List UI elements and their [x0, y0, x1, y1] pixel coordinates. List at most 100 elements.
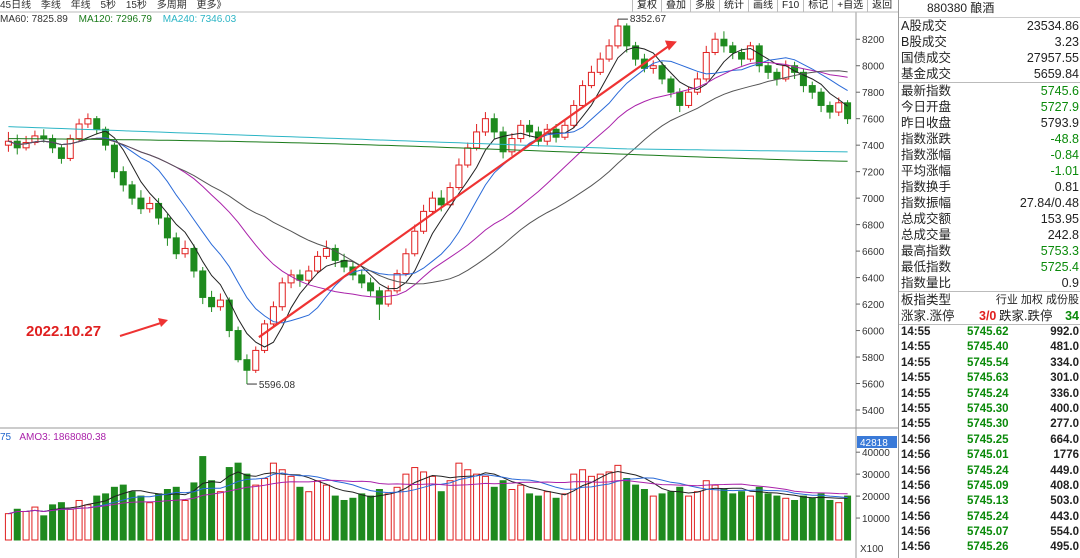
multi-stock-button[interactable]: 多股 [690, 0, 719, 12]
candle-body [358, 274, 366, 284]
stats-button[interactable]: 统计 [719, 0, 748, 12]
index-row-label: 最高指数 [901, 244, 952, 258]
trend-arrow-line [258, 43, 672, 339]
candle-body [402, 253, 410, 275]
candle-body [437, 197, 445, 206]
stat-row: B股成交 3.23 [899, 34, 1080, 50]
vol-ma-label: 75 [0, 432, 12, 443]
volume-bar [31, 506, 39, 541]
stat-row-label: 基金成交 [901, 67, 952, 81]
candle-body [473, 131, 481, 149]
period-tabs: 45日线 季线 年线 5秒 15秒 多周期 更多》 [0, 0, 898, 12]
tick-time: 14:56 [901, 495, 931, 508]
volume-bar [146, 502, 154, 541]
volume-bar [596, 473, 604, 541]
tab-quarter[interactable]: 季线 [40, 0, 61, 11]
volume-bar [216, 491, 224, 541]
candle-body [411, 230, 419, 255]
draw-line-button[interactable]: 画线 [748, 0, 777, 12]
candle-body [517, 124, 525, 140]
candle-body [693, 78, 701, 93]
volume-bar [384, 493, 392, 541]
index-row-label: 指数涨跌 [901, 132, 952, 146]
volume-bar [791, 499, 799, 541]
tick-time: 14:56 [901, 510, 931, 523]
tick-row: 14:55 5745.40 481.0 [899, 340, 1080, 355]
index-row-label: 平均涨幅 [901, 164, 952, 178]
tick-volume: 277.0 [1050, 418, 1079, 431]
index-row-value: -48.8 [1050, 132, 1080, 146]
volume-bar [579, 469, 587, 541]
tab-year[interactable]: 年线 [70, 0, 91, 11]
index-row: 总成交额 153.95 [899, 211, 1080, 227]
low-label: 5596.08 [259, 380, 296, 391]
restore-rights-button[interactable]: 复权 [632, 0, 661, 12]
tick-time: 14:56 [901, 526, 931, 539]
volume-bar [561, 493, 569, 541]
kline-chart[interactable]: 8200 8000 7800 7600 7400 7200 7000 6800 6600 6400… [0, 0, 898, 558]
volume-bar [693, 491, 701, 541]
candle-body [243, 359, 251, 371]
overlay-button[interactable]: 叠加 [661, 0, 690, 12]
tick-time: 14:56 [901, 541, 931, 554]
candle-body [296, 274, 304, 281]
price-tick-label: 5600 [862, 380, 885, 391]
date-arrow-line [119, 321, 165, 337]
index-row-label: 最新指数 [901, 84, 952, 98]
volume-bar [208, 480, 216, 541]
candle-body [314, 255, 322, 272]
volume-bar [314, 480, 322, 541]
stat-row-label: 国债成交 [901, 51, 952, 65]
tick-row: 14:56 5745.09 408.0 [899, 479, 1080, 494]
volume-bar [782, 497, 790, 541]
tab-multi-period[interactable]: 多周期 [156, 0, 187, 11]
index-row-label: 指数涨幅 [901, 148, 952, 162]
stat-row-label: A股成交 [901, 19, 947, 33]
volume-bar [437, 491, 445, 541]
index-row-value: 5725.4 [1040, 260, 1079, 274]
tick-price: 5745.40 [967, 341, 1009, 354]
price-tick-label: 8000 [862, 62, 885, 73]
volume-bar [428, 475, 436, 541]
index-row: 指数振幅 27.84/0.48 [899, 195, 1080, 211]
tick-price: 5745.30 [967, 402, 1009, 415]
tab-more[interactable]: 更多》 [196, 0, 227, 11]
index-row-value: 5745.6 [1040, 84, 1079, 98]
ma240-line [8, 126, 848, 153]
vol-ma20-line [8, 479, 848, 515]
volume-bar [305, 491, 313, 541]
tick-volume: 443.0 [1050, 510, 1079, 523]
volume-bar [102, 493, 110, 541]
volume-bar [57, 502, 65, 541]
volume-bar [764, 493, 772, 541]
volume-bar [587, 475, 595, 541]
tick-time: 14:55 [901, 418, 931, 431]
tick-time: 14:56 [901, 433, 931, 446]
candle-body [216, 299, 224, 308]
tick-volume: 554.0 [1050, 526, 1079, 539]
f10-button[interactable]: F10 [777, 0, 803, 12]
volume-bar [844, 495, 852, 541]
tab-15s[interactable]: 15秒 [125, 0, 147, 11]
price-tick-label: 6800 [862, 221, 885, 232]
candle-body [729, 45, 737, 53]
vol-axis-unit: X100 [860, 544, 884, 555]
back-button[interactable]: 返回 [867, 0, 896, 12]
volume-bar [172, 486, 180, 541]
ma60-line [8, 70, 848, 285]
price-tick-label: 7400 [862, 141, 885, 152]
vol-tick-label: 30000 [862, 470, 890, 481]
mark-button[interactable]: 标记 [803, 0, 832, 12]
candle-body [331, 247, 339, 261]
volume-bar [464, 469, 472, 541]
tab-5s[interactable]: 5秒 [100, 0, 117, 11]
price-tick-label: 8200 [862, 35, 885, 46]
ma240-label: MA240: 7346.03 [162, 14, 237, 25]
add-watchlist-button[interactable]: +自选 [832, 0, 867, 12]
tab-45day[interactable]: 45日线 [0, 0, 32, 11]
candle-body [711, 38, 719, 53]
candle-body [623, 25, 631, 47]
candle-body [702, 51, 710, 80]
vol-axis-box [857, 436, 897, 448]
volume-bar [455, 462, 463, 541]
